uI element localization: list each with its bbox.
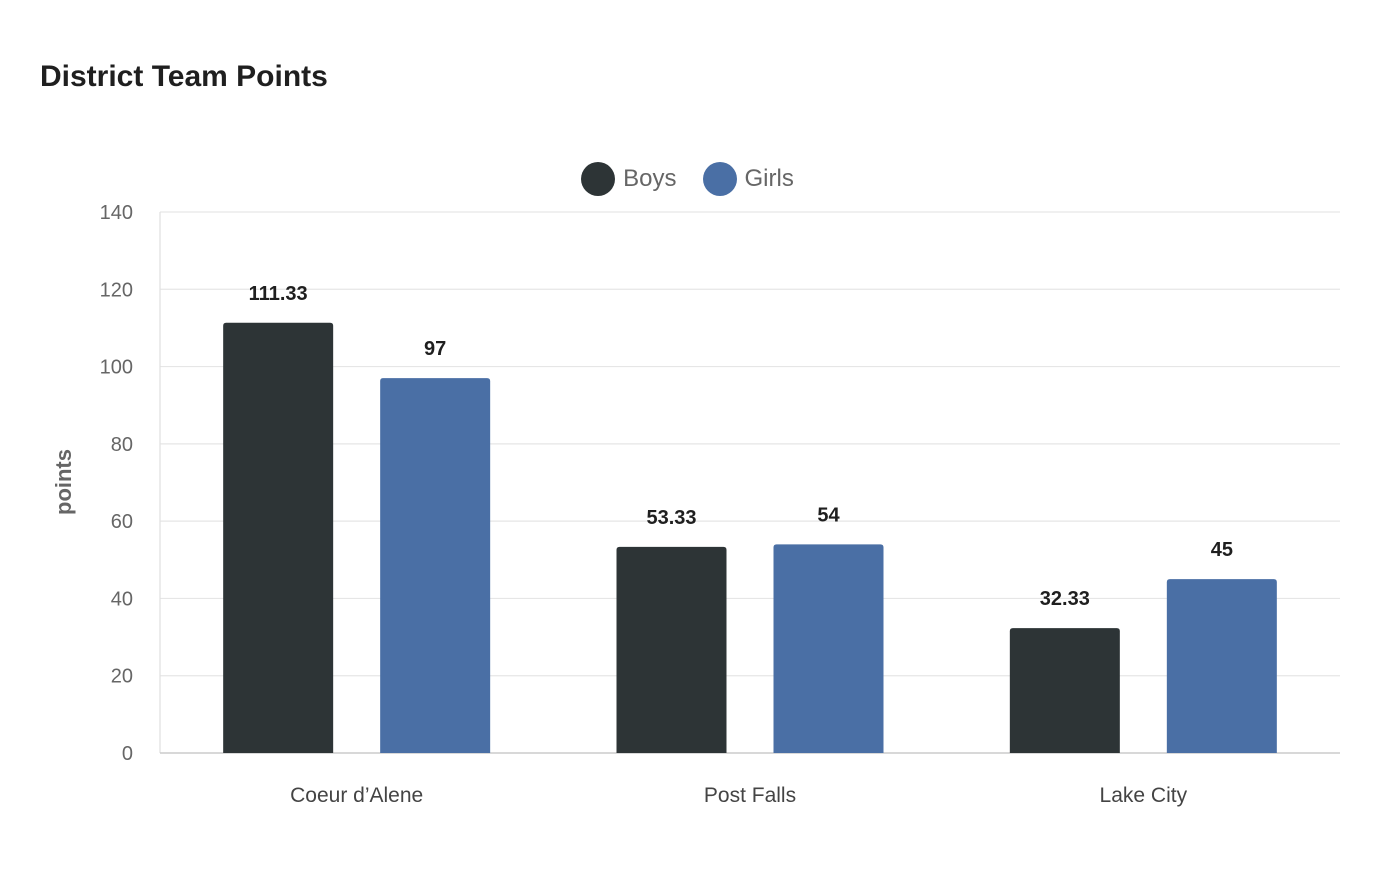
legend-swatch-boys <box>581 162 616 196</box>
y-tick-label: 20 <box>111 666 133 688</box>
bar-boys-1[interactable] <box>616 546 727 753</box>
data-label: 32.33 <box>1040 588 1090 610</box>
y-tick-label: 140 <box>100 202 133 224</box>
y-tick-label: 60 <box>111 511 133 533</box>
data-label: 45 <box>1211 539 1233 561</box>
y-tick-label: 80 <box>111 434 133 456</box>
data-label: 53.33 <box>646 507 696 529</box>
y-tick-label: 100 <box>100 357 133 379</box>
bar-girls-0[interactable] <box>380 378 491 753</box>
data-label: 111.33 <box>249 283 308 305</box>
x-category-label: Post Falls <box>704 784 796 807</box>
data-label: 97 <box>424 338 446 360</box>
gridlines <box>160 211 1340 677</box>
bar-boys-2[interactable] <box>1009 628 1120 753</box>
bars <box>223 322 1277 753</box>
legend-label-girls: Girls <box>744 165 794 192</box>
y-axis-title: points <box>51 449 76 515</box>
legend-label-boys: Boys <box>623 165 677 192</box>
legend-swatch-girls <box>702 162 737 196</box>
legend-item-girls[interactable]: Girls <box>702 162 794 196</box>
legend-item-boys[interactable]: Boys <box>581 162 677 196</box>
y-tick-label: 120 <box>100 279 133 301</box>
data-label: 54 <box>817 504 840 526</box>
data-labels: 111.33 97 53.33 54 32.33 45 <box>249 283 1233 610</box>
x-category-label: Coeur d’Alene <box>290 784 423 807</box>
bar-boys-0[interactable] <box>223 322 334 753</box>
x-category-label: Lake City <box>1100 784 1188 807</box>
chart-title: District Team Points <box>40 60 328 93</box>
y-tick-label: 40 <box>111 588 133 610</box>
bar-girls-2[interactable] <box>1166 579 1277 753</box>
legend: Boys Girls <box>0 162 1375 196</box>
y-tick-label: 0 <box>122 743 133 765</box>
axes: 0 20 40 60 80 100 120 140 Coeur d’Alene Post Fall… <box>100 202 1340 807</box>
bar-girls-1[interactable] <box>773 544 884 753</box>
